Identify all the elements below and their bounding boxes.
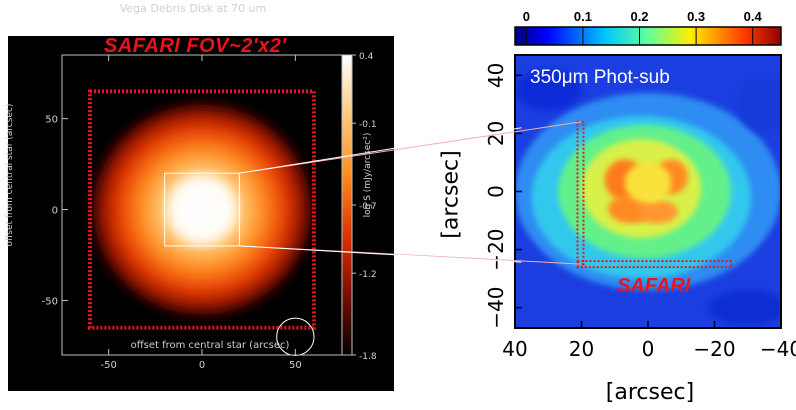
left-x-tick-label: 0 [199,360,205,371]
left-x-axis-label: offset from central star (arcsec) [130,340,290,351]
right-y-tick-label: −40 [484,287,508,329]
emission-region [624,162,672,204]
disk-core [168,175,236,244]
left-chart-title: Vega Debris Disk at 70 um [119,2,267,15]
right-x-tick-label: −20 [693,337,735,361]
right-x-tick-label: 20 [569,337,594,361]
left-colorbar-label: log S (mJy/arcsec²) [363,132,373,218]
connector-line-inner-bottom [239,245,522,263]
safari-fov-annotation: SAFARI FOV~2'x2' [104,35,287,57]
right-x-tick-label: 40 [502,337,527,361]
left-x-tick-label: -50 [100,360,116,371]
left-y-tick-label: 50 [45,115,58,126]
right-y-axis-label: [arcsec] [438,150,464,239]
right-y-tick-label: 0 [484,185,508,198]
right-x-axis-label: [arcsec] [605,380,695,405]
left-axes: -50 0 50 -50 0 50 0.4 -0.1 -0.7 -1.2 -1.8 [42,52,377,371]
safari-fov-box [88,89,316,330]
safari-frame-vertical [576,120,585,266]
top-colorbar-tick-label: 0 [523,9,530,24]
left-x-tick-label: 50 [289,360,302,371]
left-colorbar-tick-label: 0.4 [359,52,374,62]
left-y-tick-label: 0 [52,206,58,217]
zoom-connector-lines [239,121,582,265]
right-map-layers [515,55,781,328]
left-colorbar-tick-label: -0.7 [359,202,377,212]
left-image-area [88,89,316,356]
emission-region [638,200,678,224]
left-y-axis-label: offset from central star (arcsec) [5,103,15,247]
left-colorbar [341,54,353,356]
left-colorbar-tick-label: -0.1 [359,120,377,130]
left-colorbar-tick-label: -1.8 [359,352,377,362]
right-x-tick-label: 0 [642,337,655,361]
top-colorbar-tick-label: 0.1 [574,9,592,24]
emission-region [707,290,781,326]
right-map-area [515,55,781,328]
top-colorbar [514,26,782,46]
right-y-tick-label: −20 [484,228,508,270]
top-colorbar-tick-label: 0.2 [630,9,648,24]
zoom-box [164,172,240,247]
left-y-tick-label: -50 [42,296,58,307]
top-colorbar-tick-label: 0.4 [744,9,763,24]
top-colorbar-tick-label: 0.3 [687,9,705,24]
emission-region [515,69,582,111]
emission-region [737,75,781,134]
safari-annotation: SAFARI [617,275,691,297]
band-label: 350μm Phot-sub [530,67,670,88]
connector-line-inner-top [239,127,522,174]
right-y-tick-label: 40 [484,63,508,88]
left-colorbar-tick-label: -1.2 [359,270,377,280]
right-x-tick-label: −40 [760,337,796,361]
connector-line-top [239,121,582,174]
